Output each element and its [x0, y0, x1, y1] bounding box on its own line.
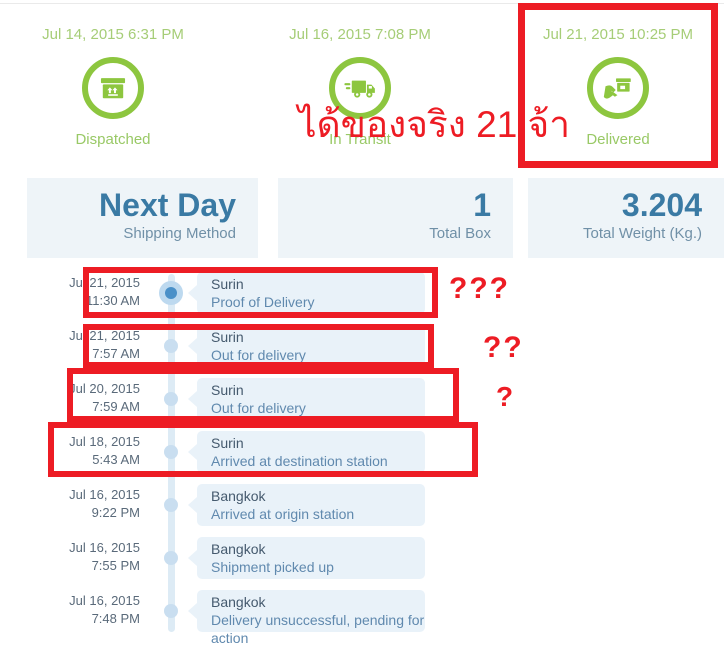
timeline-date-line: Jul 16, 2015	[69, 540, 140, 555]
timeline-location: Surin	[211, 435, 244, 451]
timeline-status-card: Surin Arrived at destination station	[188, 431, 425, 473]
timeline-location: Bangkok	[211, 541, 266, 557]
milestone-date: Jul 21, 2015 10:25 PM	[542, 26, 694, 43]
summary-value: 1	[473, 187, 491, 223]
milestone-date: Jul 16, 2015 7:08 PM	[289, 26, 431, 43]
summary-label: Total Weight (Kg.)	[583, 225, 702, 242]
summary-label: Shipping Method	[123, 225, 236, 242]
timeline-entry: Jul 16, 2015 7:55 PM Bangkok Shipment pi…	[0, 531, 724, 584]
timeline-location: Surin	[211, 382, 244, 398]
hand-delivery-icon	[587, 57, 649, 119]
milestone-delivered: Jul 21, 2015 10:25 PM Delivered	[515, 0, 721, 148]
timeline-dot-icon	[164, 551, 178, 565]
card-arrow-icon	[188, 603, 197, 619]
annotation-box-delivered	[518, 3, 718, 168]
timeline-dot-icon	[164, 445, 178, 459]
timeline-status: Arrived at origin station	[211, 506, 355, 522]
card-arrow-icon	[188, 338, 197, 354]
annotation-question-mark-1: ?	[496, 381, 514, 412]
timeline-status-card: Surin Proof of Delivery	[188, 272, 425, 314]
timeline-time-line: 11:30 AM	[86, 293, 140, 308]
timeline-dot-icon	[164, 498, 178, 512]
top-divider	[0, 3, 724, 4]
milestone-dispatched: Jul 14, 2015 6:31 PM Dispatched	[10, 0, 216, 148]
milestone-label: Dispatched	[75, 131, 151, 148]
milestone-in-transit: Jul 16, 2015 7:08 PM In Transit	[257, 0, 463, 148]
timeline-entry: Jul 16, 2015 7:48 PM Bangkok Delivery un…	[0, 584, 724, 646]
timeline-status: Arrived at destination station	[211, 453, 388, 469]
timeline-date: Jul 16, 2015 9:22 PM	[0, 486, 140, 522]
annotation-box-entry3	[67, 368, 459, 422]
timeline-status-card: Bangkok Delivery unsuccessful, pending f…	[188, 590, 425, 646]
timeline-date: Jul 18, 2015 5:43 AM	[0, 433, 140, 469]
annotation-box-entry2	[83, 324, 434, 368]
timeline-status-card: Bangkok Arrived at origin station	[188, 484, 425, 526]
annotation-box-entry4	[48, 422, 478, 477]
timeline-entry: Jul 21, 2015 7:57 AM Surin Out for deliv…	[0, 319, 724, 372]
annotation-thai-note: ได้ของจริง 21 จ้า	[298, 104, 571, 145]
timeline-location: Bangkok	[211, 594, 266, 610]
timeline-entry: Jul 20, 2015 7:59 AM Surin Out for deliv…	[0, 372, 724, 425]
timeline-status-card: Surin Out for delivery	[188, 325, 425, 367]
timeline-date-line: Jul 16, 2015	[69, 487, 140, 502]
milestone-label: Delivered	[586, 131, 650, 148]
summary-total-box: 1 Total Box	[278, 178, 513, 258]
timeline-date: Jul 16, 2015 7:48 PM	[0, 592, 140, 628]
timeline-time-line: 7:57 AM	[92, 346, 140, 361]
timeline-location: Surin	[211, 329, 244, 345]
timeline-status: Proof of Delivery	[211, 294, 315, 310]
timeline-time-line: 7:59 AM	[92, 399, 140, 414]
annotation-box-entry1	[83, 267, 438, 318]
timeline-time-line: 9:22 PM	[91, 505, 140, 520]
annotation-question-marks-2: ??	[483, 331, 524, 364]
timeline-date-line: Jul 16, 2015	[69, 593, 140, 608]
summary-value: 3.204	[621, 187, 702, 223]
timeline-time-line: 5:43 AM	[92, 452, 140, 467]
summary-total-weight: 3.204 Total Weight (Kg.)	[528, 178, 724, 258]
timeline-date-line: Jul 18, 2015	[69, 434, 140, 449]
card-arrow-icon	[188, 444, 197, 460]
timeline-dot-icon	[164, 339, 178, 353]
milestone-label: In Transit	[329, 131, 391, 148]
summary-label: Total Box	[429, 225, 491, 242]
timeline-status-card: Bangkok Shipment picked up	[188, 537, 425, 579]
timeline-time-line: 7:48 PM	[91, 611, 140, 626]
timeline-dot-icon	[164, 392, 178, 406]
annotation-question-marks-3: ???	[449, 272, 510, 305]
card-arrow-icon	[188, 497, 197, 513]
timeline-entry: Jul 16, 2015 9:22 PM Bangkok Arrived at …	[0, 478, 724, 531]
timeline-entry: Jul 18, 2015 5:43 AM Surin Arrived at de…	[0, 425, 724, 478]
timeline-status: Out for delivery	[211, 400, 306, 416]
timeline-date-line: Jul 20, 2015	[69, 381, 140, 396]
card-arrow-icon	[188, 285, 197, 301]
timeline-date: Jul 20, 2015 7:59 AM	[0, 380, 140, 416]
timeline-status: Shipment picked up	[211, 559, 334, 575]
timeline-location: Bangkok	[211, 488, 266, 504]
timeline-dot-icon	[159, 281, 183, 305]
truck-icon	[329, 57, 391, 119]
card-arrow-icon	[188, 550, 197, 566]
timeline-status: Delivery unsuccessful, pending for actio…	[211, 612, 425, 646]
timeline-time-line: 7:55 PM	[91, 558, 140, 573]
package-icon	[82, 57, 144, 119]
card-arrow-icon	[188, 391, 197, 407]
summary-shipping-method: Next Day Shipping Method	[27, 178, 258, 258]
summary-value: Next Day	[99, 187, 236, 223]
timeline-status-card: Surin Out for delivery	[188, 378, 425, 420]
timeline-location: Surin	[211, 276, 244, 292]
milestone-date: Jul 14, 2015 6:31 PM	[42, 26, 184, 43]
timeline-dot-icon	[164, 604, 178, 618]
timeline-date: Jul 16, 2015 7:55 PM	[0, 539, 140, 575]
timeline-status: Out for delivery	[211, 347, 306, 363]
